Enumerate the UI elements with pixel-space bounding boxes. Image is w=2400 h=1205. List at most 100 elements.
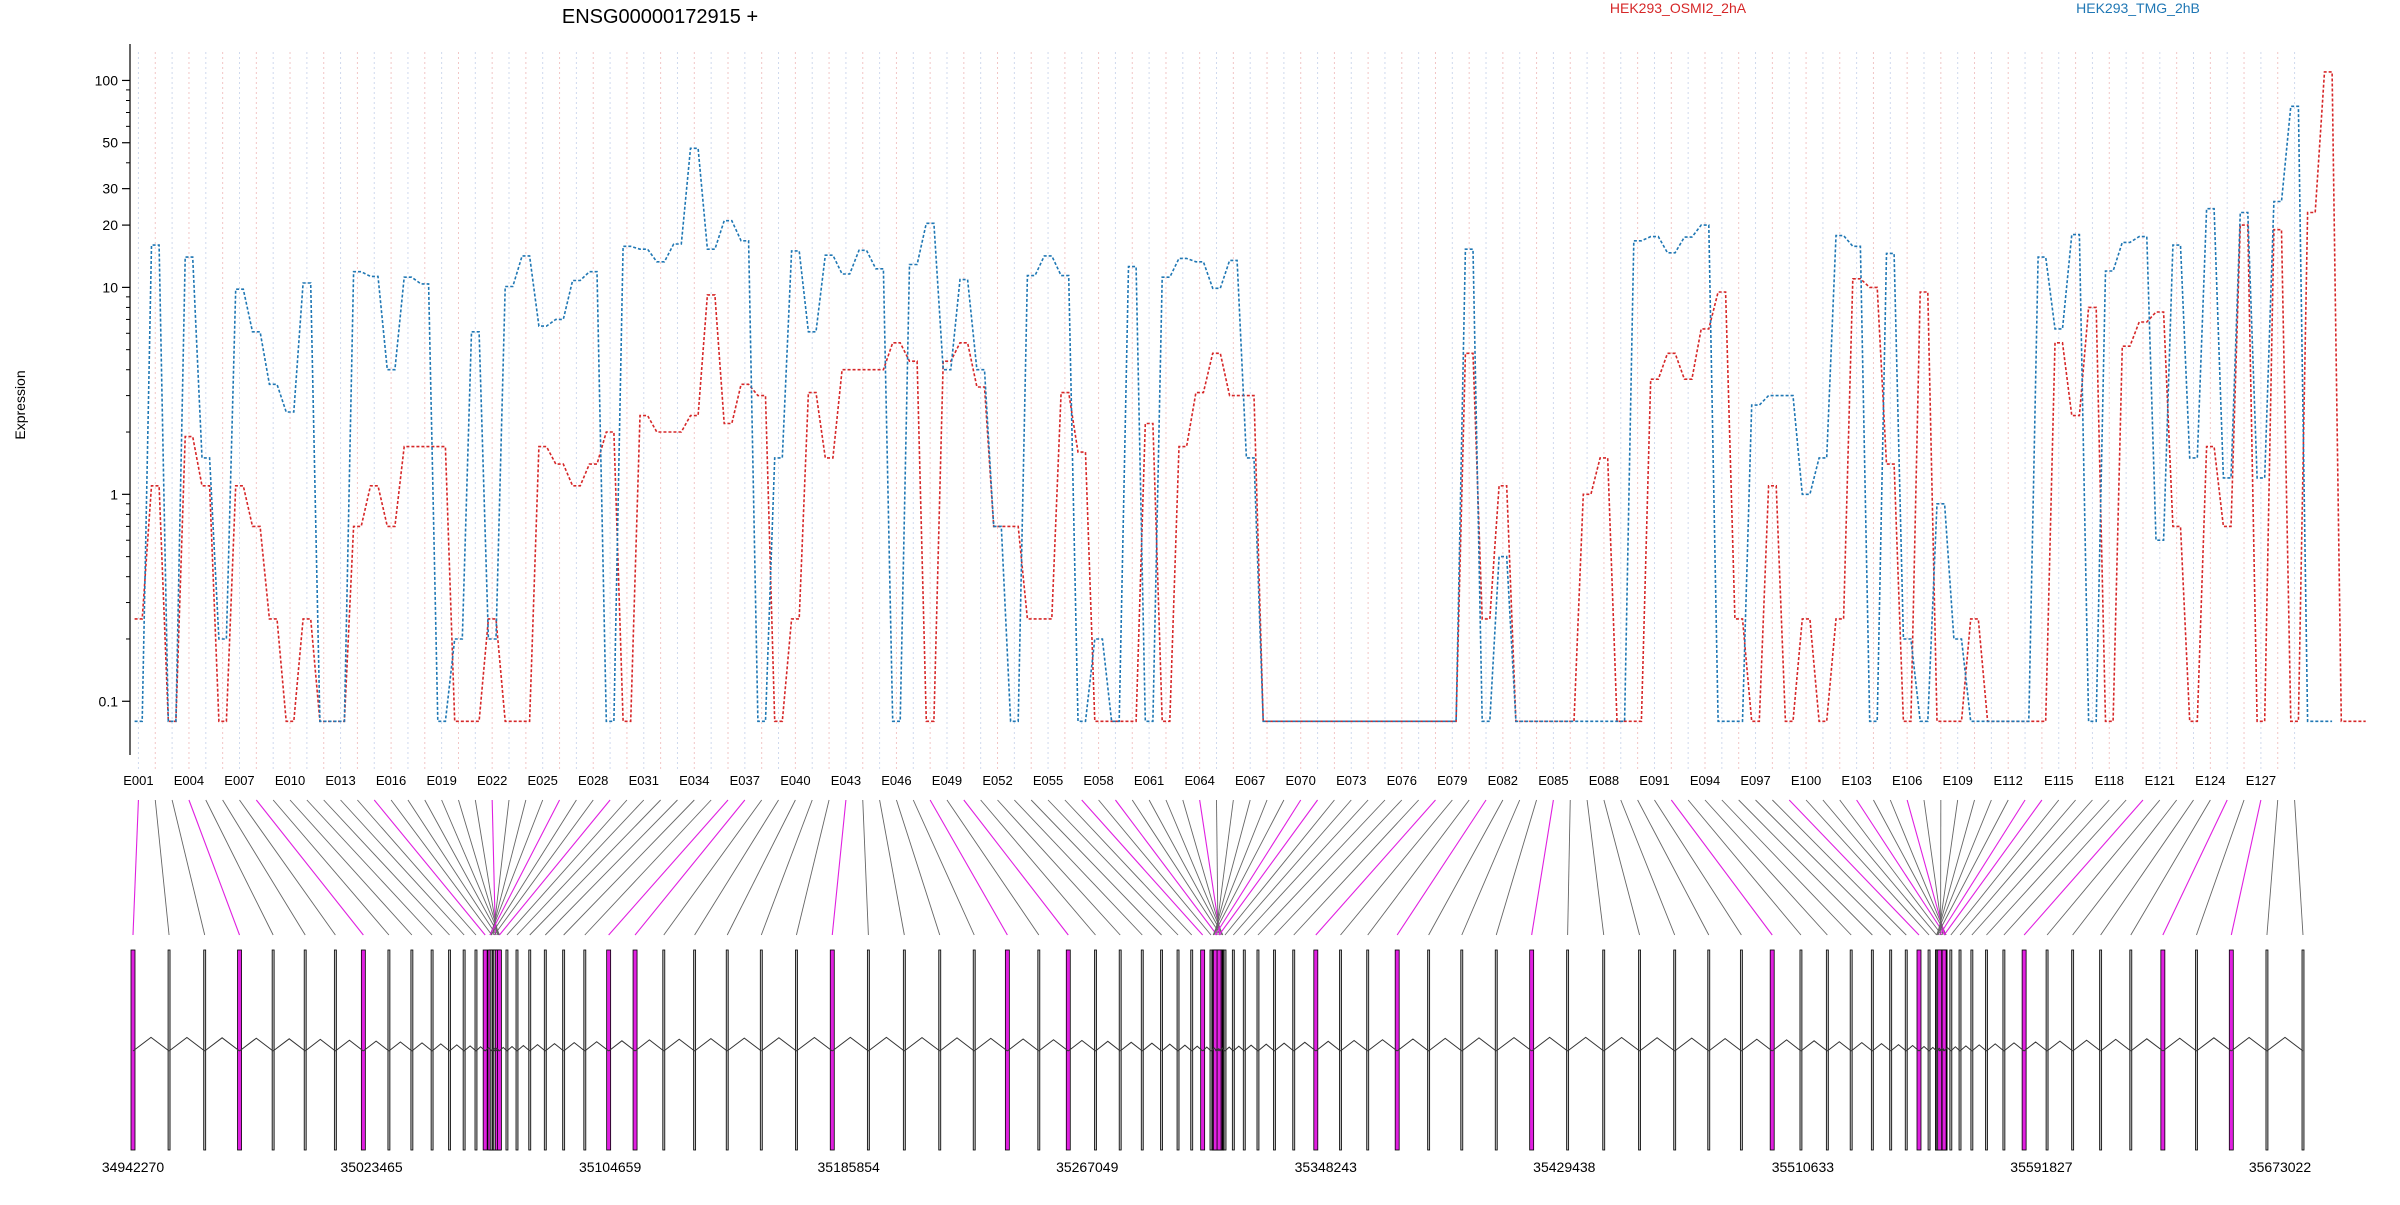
x-tick-label: E037 <box>730 773 760 788</box>
connector-line <box>307 800 432 935</box>
connector-line <box>664 800 762 935</box>
connector-line <box>832 800 846 935</box>
connector-line <box>1132 800 1220 935</box>
x-tick-label: E118 <box>2095 773 2124 788</box>
connector-line <box>1587 800 1604 935</box>
x-tick-label: E034 <box>679 773 709 788</box>
connector-line <box>1937 800 1974 935</box>
x-tick-label: E028 <box>578 773 608 788</box>
x-tick-label: E100 <box>1791 773 1821 788</box>
connector-line <box>1936 800 1991 935</box>
connector-line <box>391 800 492 935</box>
connector-line <box>1621 800 1675 935</box>
x-tick-label: E022 <box>477 773 507 788</box>
connector-line <box>425 800 499 935</box>
connector-line <box>1225 800 1334 935</box>
x-tick-label: E124 <box>2195 773 2225 788</box>
x-tick-label: E121 <box>2145 773 2175 788</box>
connector-line <box>374 800 485 935</box>
coordinate-label: 35185854 <box>818 1159 881 1175</box>
y-tick-label: 0.1 <box>99 693 119 709</box>
connector-line <box>1568 800 1571 935</box>
connector-line <box>1216 800 1233 935</box>
x-tick-label: E046 <box>881 773 911 788</box>
x-tick-label: E094 <box>1690 773 1720 788</box>
x-tick-label: E010 <box>275 773 305 788</box>
legend-series-tmg: HEK293_TMG_2hB <box>2076 0 2200 16</box>
vertical-gridlines <box>138 52 2294 770</box>
x-tick-label: E082 <box>1488 773 1518 788</box>
connector-line <box>863 800 869 935</box>
coordinate-label: 35591827 <box>2010 1159 2073 1175</box>
chart-title: ENSG00000172915 + <box>562 6 758 28</box>
connector-line <box>1341 800 1453 935</box>
connector-line <box>189 800 240 935</box>
x-tick-label: E055 <box>1033 773 1063 788</box>
x-tick-label: E079 <box>1437 773 1467 788</box>
connector-line <box>493 800 509 935</box>
x-tick-label: E052 <box>982 773 1012 788</box>
connector-line <box>1940 800 2025 935</box>
x-tick-label: E061 <box>1134 773 1164 788</box>
connector-line <box>2267 800 2278 935</box>
connector-line <box>896 800 939 935</box>
connector-line <box>1890 800 1946 935</box>
coordinate-label: 35510633 <box>1772 1159 1835 1175</box>
connector-line <box>1604 800 1640 935</box>
connector-line <box>880 800 905 935</box>
connector-line <box>1397 800 1486 935</box>
x-tick-label: E040 <box>780 773 810 788</box>
connector-line <box>1215 800 1300 935</box>
y-axis-label: Expression <box>12 370 28 439</box>
connector-line <box>1048 800 1178 935</box>
x-tick-label: E013 <box>325 773 355 788</box>
x-tick-label: E031 <box>629 773 659 788</box>
x-tick-label: E112 <box>1994 773 2023 788</box>
x-tick-label: E076 <box>1387 773 1417 788</box>
connector-line <box>2295 800 2303 935</box>
coordinate-label: 34942270 <box>102 1159 165 1175</box>
x-tick-label: E058 <box>1083 773 1113 788</box>
connector-line <box>727 800 795 935</box>
coordinate-label: 35673022 <box>2249 1159 2312 1175</box>
connector-line <box>290 800 412 935</box>
y-tick-label: 20 <box>102 217 118 233</box>
connector-line <box>1213 800 1267 935</box>
y-tick-label: 1 <box>110 486 118 502</box>
connector-line <box>256 800 363 935</box>
connector-line <box>1258 800 1385 935</box>
connector-line <box>1944 800 2042 935</box>
x-tick-label: E115 <box>2044 773 2073 788</box>
x-tick-label: E070 <box>1286 773 1316 788</box>
x-tick-label: E088 <box>1589 773 1619 788</box>
x-tick-label: E085 <box>1538 773 1568 788</box>
coordinate-label: 35429438 <box>1533 1159 1596 1175</box>
x-tick-label: E103 <box>1841 773 1871 788</box>
connector-line <box>408 800 496 935</box>
connector-line <box>133 800 138 935</box>
legend-series-osmi2: HEK293_OSMI2_2hA <box>1610 0 1747 16</box>
connector-line <box>1688 800 1801 935</box>
connector-line <box>1496 800 1536 935</box>
x-tick-label: E106 <box>1892 773 1922 788</box>
gene-model-track <box>131 950 2304 1150</box>
x-tick-label: E007 <box>224 773 254 788</box>
x-tick-label: E097 <box>1740 773 1770 788</box>
connector-line <box>1065 800 1192 935</box>
connector-line <box>2101 800 2194 935</box>
x-tick-label: E004 <box>174 773 204 788</box>
connector-line <box>913 800 974 935</box>
connector-line <box>1429 800 1503 935</box>
connector-line <box>2163 800 2227 935</box>
connector-line <box>1294 800 1419 935</box>
connector-line <box>585 800 711 935</box>
connector-line <box>1806 800 1929 935</box>
x-tick-label: E127 <box>2246 773 2276 788</box>
connector-line <box>1214 800 1250 935</box>
y-tick-label: 30 <box>102 181 118 197</box>
connector-line <box>1115 800 1216 935</box>
connector-line <box>239 800 335 935</box>
